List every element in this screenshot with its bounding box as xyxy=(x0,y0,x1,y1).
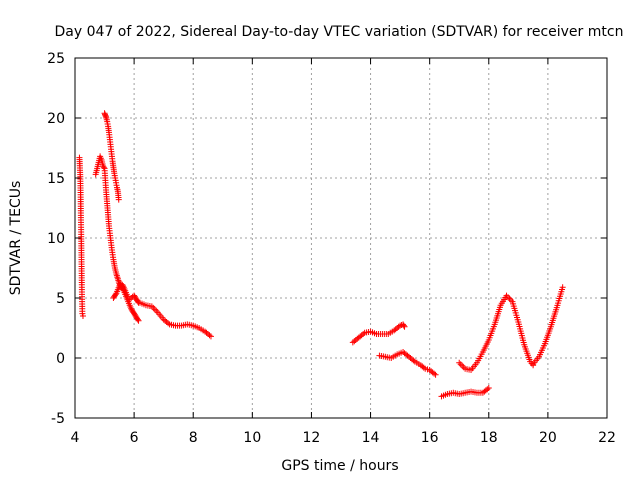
data-point xyxy=(134,316,141,323)
data-points xyxy=(76,110,566,400)
data-point xyxy=(506,295,513,302)
series-early-spikes xyxy=(76,154,86,319)
data-point xyxy=(485,385,492,391)
data-point xyxy=(431,370,438,377)
series-pass-15 xyxy=(376,349,439,378)
y-tick-label: 25 xyxy=(47,51,65,67)
series-hump xyxy=(92,153,142,324)
x-tick-label: 18 xyxy=(480,430,498,446)
series-rise-20 xyxy=(530,284,566,367)
x-tick-label: 8 xyxy=(189,430,198,446)
x-tick-label: 14 xyxy=(362,430,380,446)
x-tick-label: 10 xyxy=(243,430,261,446)
y-tick-label: 10 xyxy=(47,231,65,247)
series-low-band xyxy=(438,385,492,400)
x-axis-label: GPS time / hours xyxy=(281,458,398,474)
series-pass-14 xyxy=(349,321,408,346)
data-point xyxy=(100,164,107,171)
data-point xyxy=(135,317,142,324)
y-axis-label: SDTVAR / TECUs xyxy=(8,181,24,296)
x-tick-label: 4 xyxy=(71,430,80,446)
data-point xyxy=(400,322,407,329)
data-point xyxy=(207,333,214,340)
data-point xyxy=(420,364,427,371)
data-point xyxy=(153,307,160,314)
data-point xyxy=(79,313,86,319)
data-point xyxy=(432,371,439,378)
data-point xyxy=(120,283,127,289)
series-cluster xyxy=(110,280,142,306)
series-rise-18 xyxy=(456,292,537,373)
data-point xyxy=(457,361,464,368)
series-main-spike xyxy=(101,110,122,203)
data-point xyxy=(484,386,491,393)
x-tick-label: 20 xyxy=(539,430,557,446)
x-tick-label: 6 xyxy=(130,430,139,446)
data-point xyxy=(360,331,367,337)
data-point xyxy=(165,320,172,327)
data-point xyxy=(456,359,463,366)
chart-title: Day 047 of 2022, Sidereal Day-to-day VTE… xyxy=(55,24,624,40)
x-tick-label: 16 xyxy=(421,430,439,446)
x-tick-label: 22 xyxy=(598,430,616,446)
data-point xyxy=(401,323,408,330)
data-point xyxy=(459,362,466,369)
data-point xyxy=(112,291,119,298)
y-tick-label: -5 xyxy=(51,411,65,427)
y-tick-label: 0 xyxy=(56,351,65,367)
y-tick-label: 5 xyxy=(56,291,65,307)
data-point xyxy=(115,196,122,203)
data-point xyxy=(206,332,213,339)
y-tick-label: 20 xyxy=(47,111,65,127)
x-tick-label: 12 xyxy=(303,430,321,446)
y-tick-label: 15 xyxy=(47,171,65,187)
data-point xyxy=(559,284,566,291)
series-tail xyxy=(137,299,214,340)
grid-lines xyxy=(75,58,607,418)
data-point xyxy=(410,357,417,364)
data-point xyxy=(151,306,158,313)
axis-ticks: 4 6 8 10 12 14 16 18 20 22 -5 0 5 10 15 20 25 xyxy=(47,51,616,446)
